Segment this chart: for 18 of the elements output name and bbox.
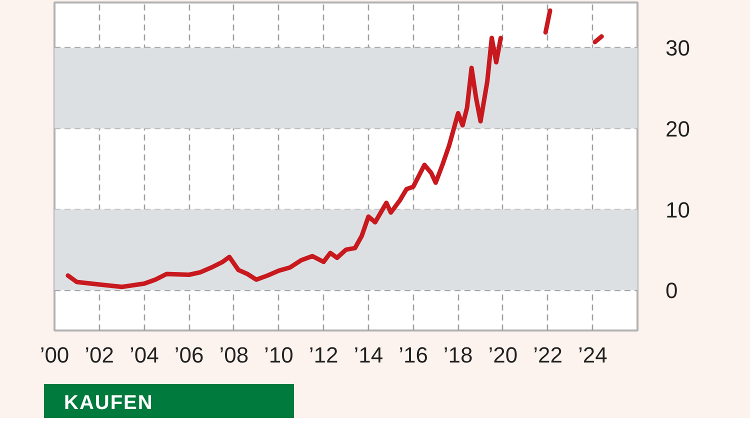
x-tick-label: ’10 bbox=[264, 342, 294, 368]
x-tick-label: ’12 bbox=[308, 342, 338, 368]
x-tick-label: ’22 bbox=[533, 342, 562, 368]
y-tick-label: 30 bbox=[666, 36, 690, 61]
x-tick-label: ’00 bbox=[40, 342, 70, 368]
x-tick-label: ’14 bbox=[354, 342, 384, 368]
x-tick-label: ’04 bbox=[130, 342, 159, 368]
y-tick-label: 10 bbox=[666, 197, 690, 222]
x-tick-label: ’18 bbox=[443, 342, 473, 368]
x-tick-label: ’16 bbox=[398, 342, 428, 368]
text: KAUFEN bbox=[64, 391, 154, 416]
x-tick-label: ’24 bbox=[578, 342, 608, 368]
x-tick-label: ’08 bbox=[219, 342, 249, 368]
x-tick-label: ’02 bbox=[84, 342, 114, 368]
y-tick-label: 0 bbox=[666, 278, 678, 304]
x-tick-label: ’06 bbox=[174, 342, 204, 368]
x-tick-label: ’20 bbox=[488, 342, 518, 368]
y-tick-label: 20 bbox=[666, 116, 690, 142]
